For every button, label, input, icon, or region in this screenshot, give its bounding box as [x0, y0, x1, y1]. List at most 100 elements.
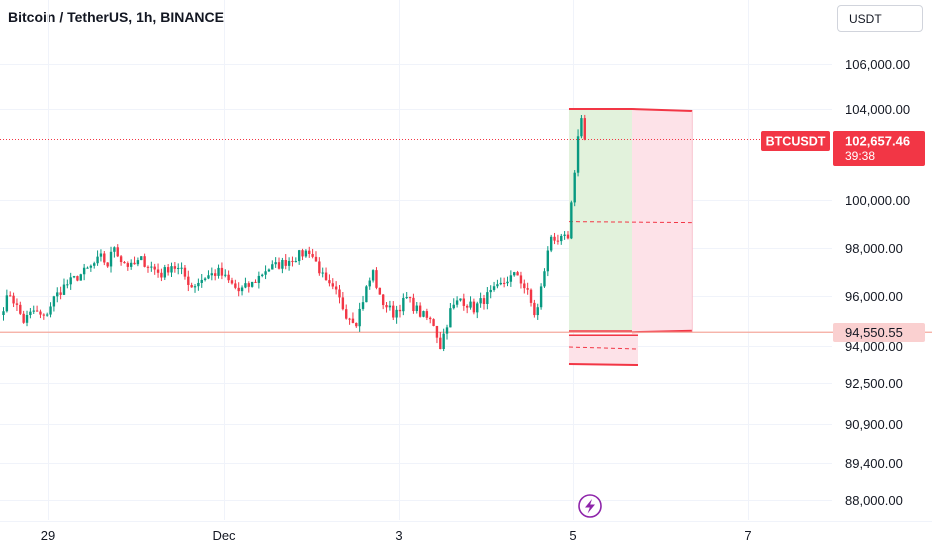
candle-down: [435, 325, 439, 344]
candle-body: [375, 270, 378, 288]
candle-body: [271, 264, 274, 270]
candle-body: [361, 302, 365, 309]
candle-down: [291, 256, 294, 267]
candle-body: [82, 267, 86, 275]
candle-down: [173, 262, 177, 273]
candle-up: [449, 302, 452, 328]
candle-up: [358, 302, 361, 332]
candle-body: [284, 259, 287, 266]
candle-down: [439, 332, 442, 350]
candle-body: [449, 308, 452, 328]
candle-down: [123, 260, 126, 264]
candle-body: [99, 253, 103, 257]
candle-body: [560, 235, 563, 242]
candle-body: [324, 272, 328, 281]
candle-body: [502, 282, 506, 284]
candle-body: [129, 262, 133, 267]
price-tick-label: 89,400.00: [845, 456, 903, 471]
candle-up: [203, 277, 207, 282]
time-tick-label: 5: [569, 528, 576, 543]
candle-body: [153, 266, 156, 270]
candle-up: [513, 271, 516, 277]
candle-up: [576, 129, 580, 177]
lightning-icon[interactable]: [578, 494, 602, 518]
candle-up: [264, 265, 267, 280]
candle-up: [570, 200, 573, 240]
candlestick-series: [2, 114, 586, 352]
candle-up: [93, 261, 96, 269]
candle-body: [395, 309, 398, 318]
candle-down: [126, 261, 130, 271]
candle-down: [348, 317, 351, 325]
candle-down: [166, 263, 170, 276]
candle-body: [207, 275, 210, 279]
candle-body: [234, 283, 237, 288]
candle-body: [193, 286, 197, 288]
candle-down: [160, 268, 163, 282]
time-tick-label: 3: [395, 528, 402, 543]
candle-body: [126, 263, 130, 267]
candle-body: [109, 251, 113, 267]
candle-up: [442, 328, 445, 352]
price-tick-label: 92,500.00: [845, 376, 903, 391]
candle-up: [539, 283, 543, 310]
candle-body: [435, 325, 439, 338]
candle-down: [9, 291, 12, 297]
time-scale[interactable]: 29 Dec 3 5 7: [0, 521, 932, 544]
candle-up: [479, 292, 482, 308]
candle-body: [489, 289, 492, 293]
candle-up: [445, 324, 449, 340]
candle-up: [452, 298, 455, 310]
candle-up: [250, 281, 254, 288]
candle-down: [119, 254, 123, 266]
candle-up: [549, 234, 553, 253]
candle-down: [277, 257, 281, 270]
candle-body: [573, 172, 576, 203]
candle-up: [405, 292, 408, 300]
candle-up: [496, 279, 499, 289]
candle-up: [66, 279, 69, 289]
candle-body: [543, 271, 546, 287]
candle-body: [533, 302, 536, 316]
candle-up: [163, 264, 166, 281]
profit-zone: [568, 109, 632, 333]
candle-up: [371, 269, 375, 283]
candle-down: [583, 114, 586, 141]
candle-body: [462, 298, 466, 306]
price-scale[interactable]: 106,000.00 104,000.00 100,000.00 98,000.00 9…: [845, 57, 910, 508]
candle-body: [549, 236, 553, 251]
candle-up: [244, 277, 247, 289]
candle-body: [254, 281, 257, 283]
candle-body: [529, 289, 533, 303]
candle-body: [203, 278, 207, 280]
symbol-tag: [761, 131, 830, 151]
candle-body: [402, 297, 405, 312]
candle-body: [39, 311, 42, 315]
candle-up: [563, 231, 566, 240]
candle-up: [261, 273, 264, 278]
candle-down: [465, 304, 469, 314]
candle-body: [150, 266, 153, 268]
symbol-tag-text: BTCUSDT: [766, 135, 826, 149]
candle-up: [217, 264, 220, 279]
candle-body: [42, 314, 46, 316]
candle-up: [25, 310, 29, 327]
candle-down: [230, 277, 234, 285]
candle-down: [334, 281, 338, 295]
candle-body: [291, 260, 294, 262]
currency-button[interactable]: USDT: [837, 5, 923, 32]
candle-body: [422, 311, 425, 317]
candle-body: [297, 250, 301, 262]
long-position-tool[interactable]: [568, 108, 693, 366]
candle-body: [240, 287, 244, 292]
candle-down: [247, 281, 250, 293]
candle-body: [230, 280, 234, 284]
candle-body: [96, 256, 99, 264]
price-tag: [833, 131, 925, 166]
candle-body: [56, 292, 59, 297]
candle-body: [166, 267, 170, 273]
candle-down: [523, 279, 526, 294]
candle-up: [69, 272, 72, 290]
candle-up: [197, 278, 200, 291]
